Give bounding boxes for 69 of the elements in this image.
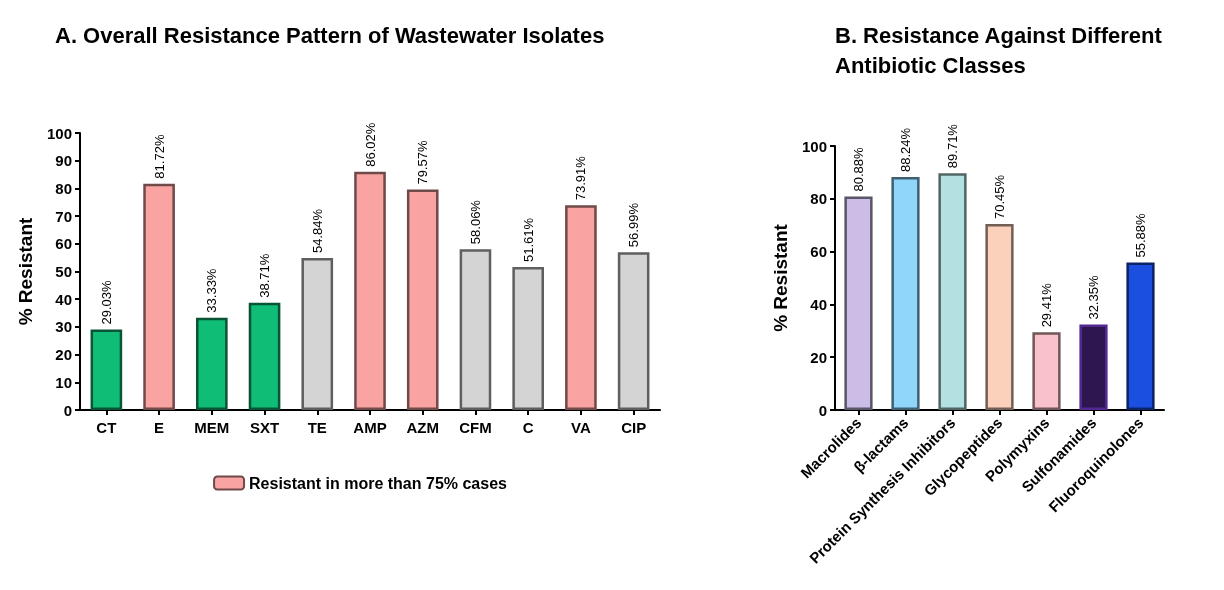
data-label: 73.91% [573, 155, 589, 201]
data-label: 32.35% [1086, 275, 1101, 320]
x-tick-label: AMP [353, 419, 387, 436]
bar [301, 258, 334, 410]
bar [1126, 262, 1155, 410]
data-label: 58.06% [467, 199, 483, 245]
bar [512, 267, 544, 410]
y-tick-label: 10 [55, 373, 72, 391]
data-label: 88.24% [898, 127, 913, 173]
x-tick-label: E [154, 419, 165, 436]
y-tick-label: 20 [55, 346, 72, 364]
data-label: 55.88% [1133, 212, 1148, 258]
bar [196, 317, 228, 410]
y-tick-label: 20 [810, 348, 827, 366]
data-label: 86.02% [362, 122, 378, 167]
y-axis-title: % Resistant [15, 216, 36, 326]
x-tick-label: CT [96, 419, 117, 436]
y-tick-label: 90 [55, 152, 72, 170]
data-label: 70.45% [992, 174, 1007, 220]
bar [406, 189, 439, 410]
bar [248, 302, 281, 410]
x-tick-label: CIP [621, 419, 647, 436]
data-label: 80.88% [851, 146, 866, 192]
y-tick-label: 100 [46, 124, 72, 142]
data-label: 38.71% [257, 253, 273, 298]
y-tick-label: 50 [55, 263, 72, 280]
y-tick-label: 60 [810, 243, 827, 261]
y-tick-label: 0 [818, 401, 827, 419]
data-label: 56.99% [626, 202, 642, 248]
bar [354, 171, 386, 410]
data-label: 51.61% [520, 217, 536, 263]
bar [985, 224, 1014, 410]
y-tick-label: 70 [55, 207, 72, 225]
y-tick-label: 30 [55, 318, 72, 336]
legend-label: Resistant in more than 75% cases [249, 474, 508, 492]
bar [938, 173, 967, 410]
bar [1032, 332, 1061, 410]
bar [1079, 324, 1108, 410]
x-tick-label: MEM [194, 419, 230, 436]
x-tick-label: SXT [249, 419, 280, 436]
y-tick-label: 0 [63, 401, 72, 419]
bar [459, 249, 492, 410]
data-label: 89.71% [945, 123, 960, 169]
y-tick-label: 40 [810, 295, 827, 313]
x-tick-label: AZM [406, 419, 439, 436]
x-tick-label: CFM [459, 419, 492, 436]
data-label: 33.33% [204, 268, 220, 313]
data-label: 54.84% [309, 208, 325, 254]
y-tick-label: 100 [801, 137, 827, 155]
bar [565, 205, 597, 410]
y-axis-title: % Resistant [770, 223, 791, 332]
bar [617, 252, 650, 410]
chart-title: A. Overall Resistance Pattern of Wastewater Isolates [55, 22, 605, 48]
y-tick-label: 80 [55, 179, 72, 197]
bar [891, 177, 920, 410]
bar [90, 329, 123, 410]
y-tick-label: 40 [55, 290, 72, 308]
data-label: 81.72% [151, 134, 167, 179]
y-tick-label: 60 [55, 235, 72, 253]
x-tick-label: TE [307, 419, 327, 436]
chart-title: B. Resistance Against Different Antibiotic Classes [835, 22, 1168, 78]
x-tick-label: VA [571, 419, 591, 436]
bar [844, 196, 873, 410]
x-tick-label: C [522, 419, 534, 436]
data-label: 79.57% [415, 140, 431, 185]
y-tick-label: 80 [810, 190, 827, 208]
data-label: 29.41% [1039, 282, 1054, 328]
bar [143, 183, 175, 410]
data-label: 29.03% [98, 280, 114, 325]
